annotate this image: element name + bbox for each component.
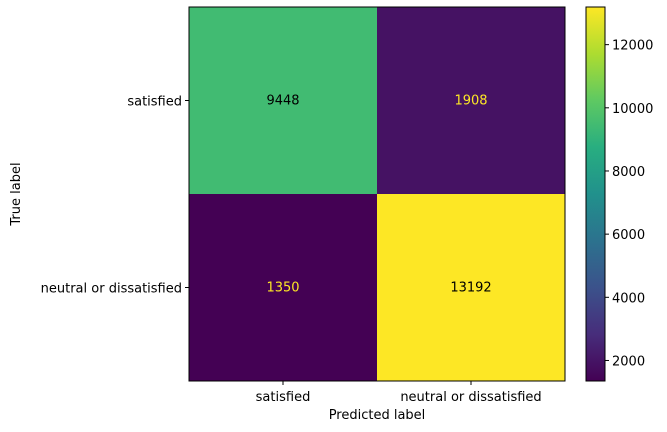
matrix-cell — [377, 194, 566, 382]
matrix-cell — [189, 194, 378, 382]
plot-frame — [188, 6, 566, 382]
x-axis-label: Predicted label — [329, 408, 426, 423]
matrix-cells — [189, 7, 566, 382]
colorbar-tick-label: 4000 — [612, 291, 645, 306]
x-axis-ticks: satisfied neutral or dissatisfied — [256, 381, 542, 405]
y-tick-label: neutral or dissatisfied — [41, 282, 182, 297]
colorbar-tick-label: 8000 — [612, 165, 645, 180]
y-axis-label: True label — [9, 162, 24, 226]
cell-value-label: 1350 — [266, 281, 299, 296]
colorbar-tick-label: 12000 — [612, 39, 653, 54]
cell-value-label: 1908 — [454, 94, 487, 109]
y-tick-label: satisfied — [127, 95, 182, 110]
cell-value-labels: 9448 1908 1350 13192 — [266, 94, 491, 296]
x-tick-label: neutral or dissatisfied — [400, 390, 541, 405]
matrix-cell — [377, 7, 566, 195]
colorbar — [585, 6, 606, 382]
matrix-cell — [189, 7, 378, 195]
cell-value-label: 13192 — [450, 281, 491, 296]
colorbar-ticks: 2000 4000 6000 8000 10000 12000 — [605, 39, 653, 369]
y-axis-ticks: satisfied neutral or dissatisfied — [41, 95, 189, 297]
colorbar-tick-label: 10000 — [612, 102, 653, 117]
x-tick-label: satisfied — [256, 390, 311, 405]
colorbar-tick-label: 6000 — [612, 228, 645, 243]
cell-value-label: 9448 — [266, 94, 299, 109]
colorbar-tick-label: 2000 — [612, 354, 645, 369]
